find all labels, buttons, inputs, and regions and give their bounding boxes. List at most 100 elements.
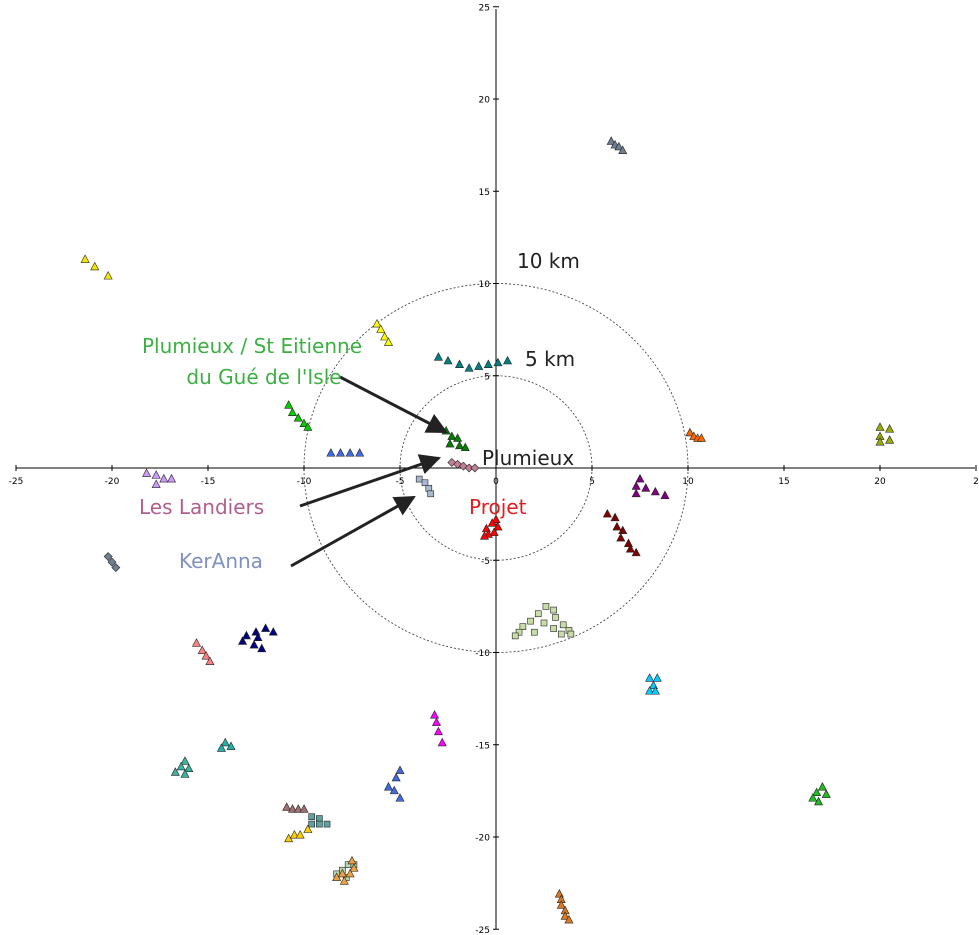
series-21 xyxy=(216,737,236,752)
series-6 xyxy=(441,425,470,452)
data-point xyxy=(261,623,271,632)
data-point xyxy=(618,145,628,154)
data-point xyxy=(814,796,824,806)
data-point xyxy=(542,603,550,610)
data-point xyxy=(534,610,542,618)
data-point xyxy=(606,136,616,145)
series-1 xyxy=(80,254,113,280)
data-point xyxy=(238,636,248,645)
data-point xyxy=(180,756,190,765)
y-tick-label: -20 xyxy=(475,834,490,844)
data-point xyxy=(567,630,575,638)
data-point xyxy=(885,424,895,433)
data-point xyxy=(564,914,574,924)
data-point xyxy=(650,486,660,496)
annotation-plumieux-st-eitienne-line1: Plumieux / St Eitienne xyxy=(142,334,362,358)
series-19 xyxy=(645,673,662,695)
data-point xyxy=(335,448,345,457)
data-point xyxy=(433,726,443,736)
data-point xyxy=(345,868,355,878)
data-point xyxy=(389,785,399,795)
data-point xyxy=(493,521,503,531)
series-9 xyxy=(142,468,177,488)
data-point xyxy=(284,400,294,409)
data-point xyxy=(241,630,251,640)
series-8 xyxy=(875,422,895,446)
data-point xyxy=(560,911,570,920)
series-25 xyxy=(282,802,309,813)
data-point xyxy=(645,673,655,682)
data-point xyxy=(515,628,523,636)
data-point xyxy=(431,717,441,726)
annotation-projet: Projet xyxy=(469,495,527,519)
series-15 xyxy=(103,552,121,573)
arrow-keranna xyxy=(290,495,416,568)
series-5 xyxy=(326,448,365,457)
data-point xyxy=(531,628,538,636)
data-point xyxy=(253,632,263,642)
data-point xyxy=(685,427,695,437)
series-24 xyxy=(808,782,831,806)
data-point xyxy=(197,645,207,654)
data-point xyxy=(220,737,230,747)
x-tick-label: -10 xyxy=(297,477,312,487)
data-point xyxy=(430,710,440,719)
series-29 xyxy=(332,855,359,885)
data-point xyxy=(433,352,443,361)
data-point xyxy=(602,508,612,518)
data-point xyxy=(282,802,292,811)
annotation-plumieux-st-eitienne-line2: du Gué de l'Isle xyxy=(186,365,341,389)
series-2 xyxy=(372,318,393,346)
data-point xyxy=(380,331,390,341)
series-16 xyxy=(511,603,575,640)
arrow-les-landiers xyxy=(299,454,441,508)
data-point xyxy=(648,680,658,690)
x-tick-label: 5 xyxy=(589,477,595,487)
x-tick-label: -5 xyxy=(396,477,405,487)
data-point xyxy=(443,355,453,365)
data-point xyxy=(821,789,831,798)
data-point xyxy=(339,876,349,885)
data-point xyxy=(552,614,559,621)
data-point xyxy=(631,481,641,490)
data-point xyxy=(455,440,465,450)
data-point xyxy=(355,448,365,457)
y-tick-label: 15 xyxy=(479,188,490,198)
data-point xyxy=(180,769,190,778)
tick-labels: -25 -20 -15 -10 -5 0 5 10 15 20 2 -25 -20 -15 -10 -5 5 10… xyxy=(9,3,979,935)
data-point xyxy=(641,483,651,492)
data-point xyxy=(107,557,117,567)
data-point xyxy=(90,261,100,271)
data-point xyxy=(287,407,297,416)
x-tick-label: -20 xyxy=(105,477,120,487)
data-point xyxy=(559,621,567,629)
data-point xyxy=(610,512,620,522)
x-tick-label: 0 xyxy=(493,477,499,487)
data-point xyxy=(326,448,336,457)
data-point xyxy=(489,527,499,536)
series-10 xyxy=(447,458,480,473)
data-point xyxy=(421,479,429,487)
data-point xyxy=(295,830,305,839)
circle-label-5km: 5 km xyxy=(525,347,575,371)
series-13 xyxy=(479,514,503,540)
data-point xyxy=(103,552,113,561)
data-point xyxy=(650,686,660,695)
data-point xyxy=(372,318,382,328)
series-4 xyxy=(284,400,313,431)
data-point xyxy=(493,357,503,367)
y-tick-label: 5 xyxy=(484,372,490,382)
data-point xyxy=(437,737,447,747)
data-point xyxy=(159,473,169,483)
annotation-plumieux: Plumieux xyxy=(482,446,574,470)
data-points xyxy=(80,136,895,924)
data-point xyxy=(885,435,895,444)
x-tick-label: 2 xyxy=(973,477,979,487)
data-point xyxy=(383,337,393,346)
data-point xyxy=(376,324,386,333)
data-point xyxy=(491,514,501,523)
data-point xyxy=(176,761,186,771)
circle-label-10km: 10 km xyxy=(517,249,580,273)
data-point xyxy=(612,521,622,531)
data-point xyxy=(875,422,885,431)
